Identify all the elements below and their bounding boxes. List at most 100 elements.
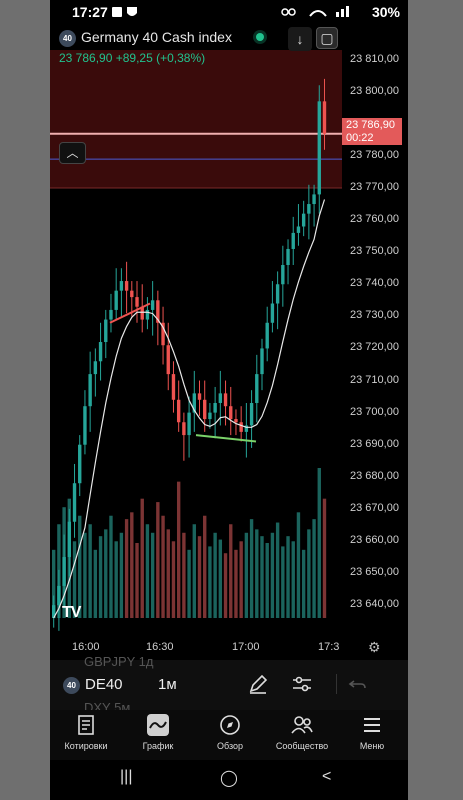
volume-bar bbox=[286, 536, 290, 618]
nav-overview-label: Обзор bbox=[217, 741, 243, 751]
symbol-title[interactable]: Germany 40 Cash index bbox=[81, 29, 232, 45]
candle-body bbox=[275, 284, 280, 304]
volume-bar bbox=[104, 529, 108, 618]
candle-body bbox=[124, 281, 129, 291]
volume-bar bbox=[275, 522, 280, 618]
volume-bar bbox=[119, 532, 124, 618]
candle-body bbox=[244, 425, 249, 432]
candle-body bbox=[187, 412, 191, 436]
recent-apps-button[interactable]: ||| bbox=[120, 768, 133, 785]
indicators-icon[interactable] bbox=[290, 672, 314, 696]
y-tick-label: 23 650,00 bbox=[350, 566, 399, 579]
candle-body bbox=[109, 309, 113, 320]
volume-bar bbox=[109, 515, 113, 618]
volume-bar bbox=[130, 512, 134, 618]
candle-body bbox=[83, 406, 87, 445]
volume-bar bbox=[145, 524, 150, 618]
tradingview-logo: TV bbox=[62, 604, 81, 621]
x-tick-label: 16:00 bbox=[72, 641, 100, 653]
settings-icon[interactable]: ⚙ bbox=[368, 639, 381, 655]
candle-body bbox=[229, 406, 233, 420]
candle-body bbox=[270, 303, 275, 323]
price-chart[interactable] bbox=[50, 24, 408, 660]
volume-bar bbox=[317, 468, 321, 618]
y-tick-label: 23 720,00 bbox=[350, 341, 399, 354]
candle-body bbox=[140, 306, 144, 320]
volume-bar bbox=[234, 549, 238, 618]
nav-chart[interactable]: График bbox=[122, 714, 194, 751]
home-button[interactable]: ◯ bbox=[220, 770, 238, 787]
volume-bar bbox=[124, 519, 129, 618]
y-tick-label: 23 670,00 bbox=[350, 501, 399, 514]
candle-body bbox=[203, 399, 207, 420]
y-tick-label: 23 730,00 bbox=[350, 309, 399, 322]
volume-bar bbox=[72, 541, 77, 618]
volume-bar bbox=[307, 529, 311, 618]
volume-bar bbox=[281, 546, 285, 618]
candle-body bbox=[114, 290, 118, 310]
fullscreen-icon[interactable]: ▢ bbox=[316, 27, 338, 49]
volume-bar bbox=[52, 549, 56, 618]
compass-icon bbox=[220, 715, 240, 735]
nav-menu[interactable]: Меню bbox=[336, 714, 408, 751]
candle-body bbox=[260, 348, 264, 375]
candle-body bbox=[88, 374, 92, 407]
drawn-trendline bbox=[195, 434, 257, 443]
volume-bar bbox=[223, 553, 228, 618]
symbol-selector[interactable]: DE40 bbox=[85, 676, 123, 693]
volume-bar bbox=[192, 524, 196, 618]
candle-body bbox=[67, 521, 72, 558]
volume-bar bbox=[218, 539, 223, 618]
candle-body bbox=[307, 204, 311, 214]
x-tick-label: 17:3 bbox=[318, 641, 340, 653]
community-icon bbox=[291, 716, 313, 734]
volume-bar bbox=[312, 519, 316, 618]
y-tick-label: 23 800,00 bbox=[350, 84, 399, 97]
symbol-header: 40 Germany 40 Cash index ↓ ▢ 23 786,90 +… bbox=[50, 24, 408, 68]
bar-countdown: 00:22 bbox=[346, 132, 374, 144]
collapse-button[interactable]: ︿ bbox=[59, 142, 86, 164]
candle-body bbox=[291, 232, 295, 249]
volume-bar bbox=[88, 524, 92, 618]
volume-bar bbox=[203, 515, 207, 618]
symbol-badge: 40 bbox=[59, 30, 76, 47]
chart-icon bbox=[149, 721, 167, 729]
candle-body bbox=[286, 248, 290, 266]
undo-icon[interactable] bbox=[346, 672, 370, 696]
status-time: 17:27 bbox=[72, 4, 108, 20]
candle-body bbox=[161, 322, 165, 346]
volume-bar bbox=[291, 541, 295, 618]
signal-icons bbox=[281, 6, 349, 17]
nav-menu-label: Меню bbox=[359, 741, 385, 751]
pen-icon[interactable] bbox=[246, 672, 270, 696]
candle-body bbox=[223, 393, 228, 407]
nav-overview[interactable]: Обзор bbox=[194, 714, 266, 751]
toolbar-divider bbox=[336, 674, 337, 694]
candle-body bbox=[78, 444, 82, 484]
candle-body bbox=[57, 585, 61, 606]
last-price-tag: 23 786,90 00:22 bbox=[342, 118, 402, 145]
nav-quotes[interactable]: Котировки bbox=[50, 714, 122, 751]
nav-community[interactable]: Сообщество bbox=[266, 714, 338, 751]
candle-body bbox=[72, 483, 77, 522]
candle-body bbox=[249, 402, 254, 426]
interval-selector[interactable]: 1м bbox=[158, 676, 177, 693]
price-change: 23 786,90 +89,25 (+0,38%) bbox=[59, 51, 206, 65]
volume-bar bbox=[182, 532, 186, 618]
candle-body bbox=[234, 419, 238, 423]
status-bar: 17:27 30% bbox=[50, 0, 408, 24]
back-button[interactable]: < bbox=[322, 768, 332, 785]
x-tick-label: 17:00 bbox=[232, 641, 260, 653]
volume-bar bbox=[260, 536, 264, 618]
volume-bar bbox=[187, 549, 191, 618]
volume-bar bbox=[239, 541, 243, 618]
y-tick-label: 23 690,00 bbox=[350, 437, 399, 450]
candle-body bbox=[265, 322, 269, 349]
candle-body bbox=[52, 605, 56, 618]
x-tick-label: 16:30 bbox=[146, 641, 174, 653]
y-tick-label: 23 780,00 bbox=[350, 148, 399, 161]
candle-body bbox=[317, 101, 321, 195]
candle-body bbox=[166, 345, 170, 375]
scroll-down-button[interactable]: ↓ bbox=[288, 27, 312, 51]
